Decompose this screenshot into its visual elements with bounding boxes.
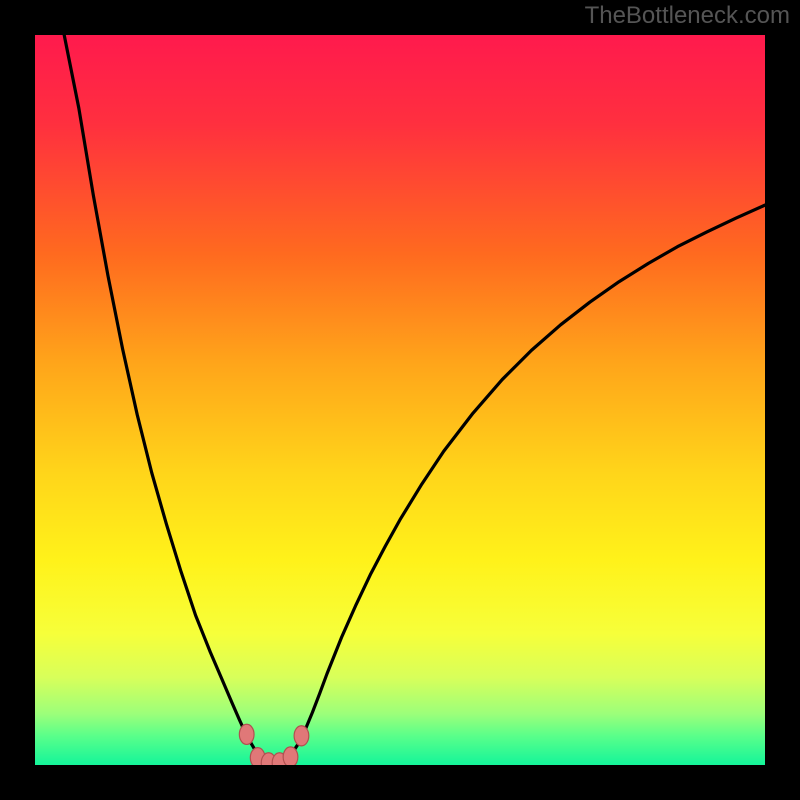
chart-container: TheBottleneck.com — [0, 0, 800, 800]
plot-area — [35, 35, 765, 765]
curve-marker — [283, 747, 298, 765]
watermark-text: TheBottleneck.com — [585, 2, 790, 30]
gradient-background — [35, 35, 765, 765]
curve-marker — [294, 726, 309, 746]
plot-svg — [35, 35, 765, 765]
curve-marker — [239, 724, 254, 744]
